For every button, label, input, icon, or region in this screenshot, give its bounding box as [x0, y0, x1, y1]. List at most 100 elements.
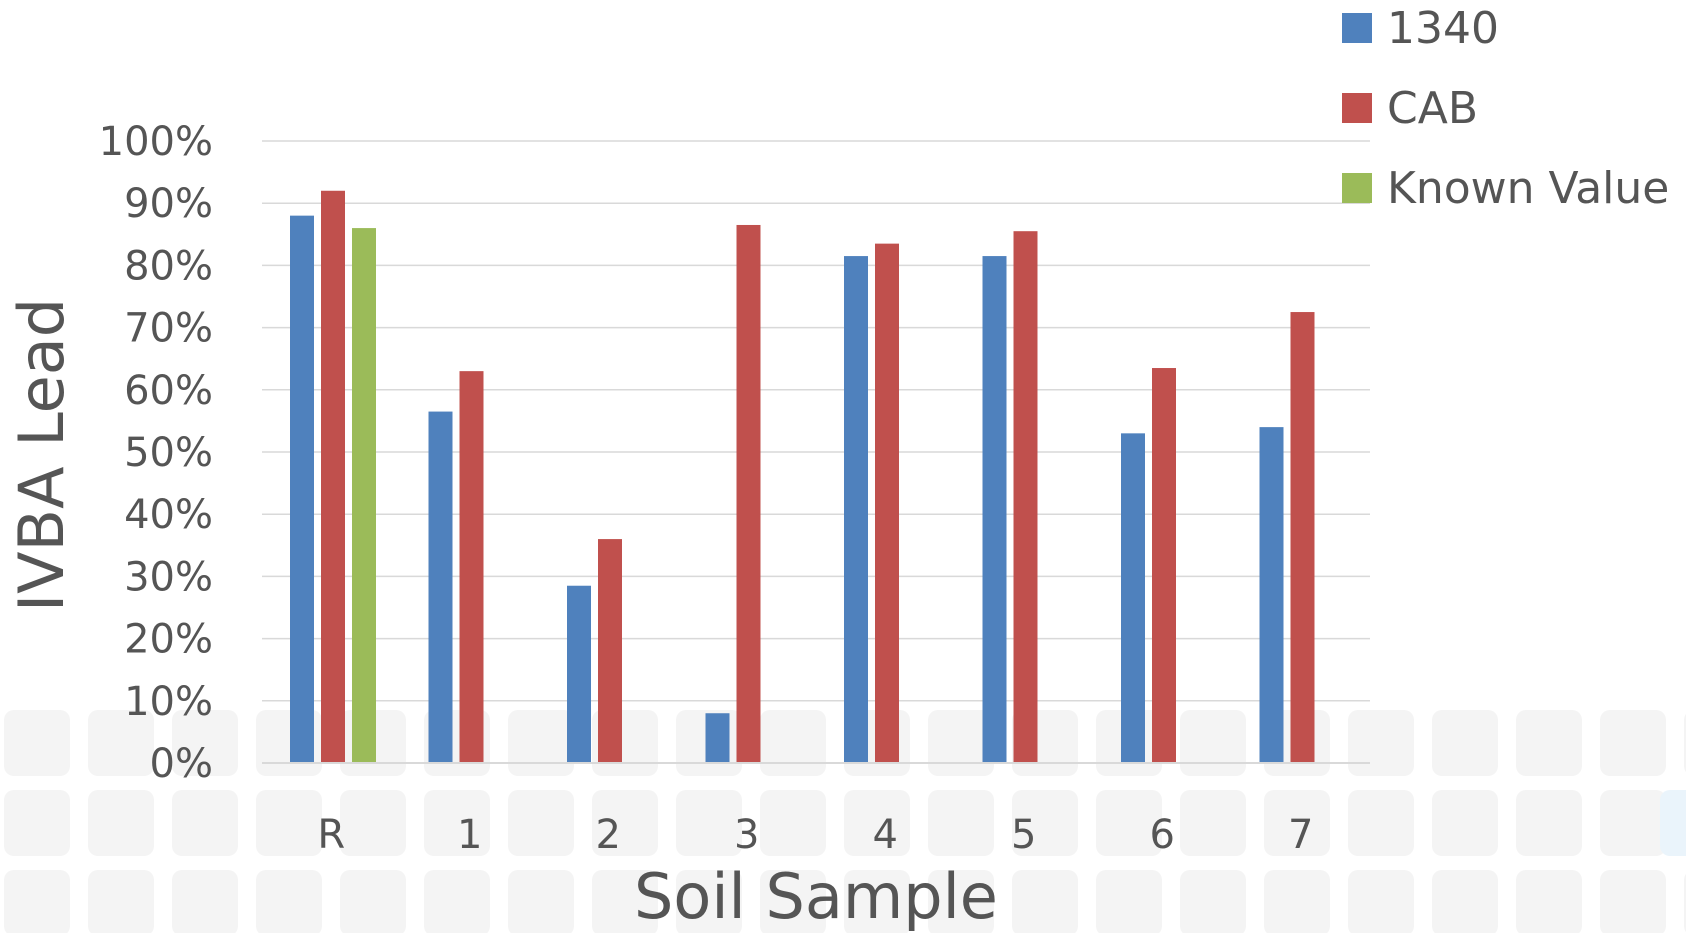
x-axis-ticks: R 1 2 3 4 5 6 7 — [317, 812, 1313, 858]
background-tile — [1516, 710, 1582, 776]
background-tile — [256, 870, 322, 933]
background-tile — [424, 790, 490, 856]
background-tile — [1348, 710, 1414, 776]
y-tick-label: 40% — [124, 492, 213, 538]
legend-label: CAB — [1387, 83, 1478, 134]
background-tile — [1096, 870, 1162, 933]
legend-label: 1340 — [1387, 3, 1499, 54]
bars — [290, 190, 1315, 764]
bar — [459, 371, 484, 763]
background-tile — [88, 870, 154, 933]
bar — [705, 713, 730, 763]
y-tick-label: 80% — [124, 243, 213, 289]
x-tick-label: 1 — [457, 812, 482, 858]
y-tick-label: 0% — [150, 741, 213, 787]
background-tile — [676, 790, 742, 856]
bar — [736, 224, 761, 764]
background-tile — [4, 870, 70, 933]
background-tile — [1180, 710, 1246, 776]
bar — [1121, 433, 1145, 763]
background-tile — [844, 870, 910, 933]
background-tile — [1600, 710, 1666, 776]
background-tile — [1180, 790, 1246, 856]
background-tile — [1660, 790, 1686, 856]
x-tick-label: 4 — [873, 812, 898, 858]
background-tile — [928, 790, 994, 856]
y-tick-label: 10% — [124, 679, 213, 725]
bar — [567, 585, 591, 763]
bar — [875, 243, 899, 763]
background-tile — [928, 870, 994, 933]
background-tile — [844, 790, 910, 856]
background-tile — [1264, 870, 1330, 933]
background-tile — [1348, 790, 1414, 856]
x-tick-label: 3 — [734, 812, 759, 858]
background-tile — [508, 790, 574, 856]
bar — [844, 256, 868, 763]
background-tile — [1012, 870, 1078, 933]
y-tick-label: 70% — [124, 306, 213, 352]
background-tile — [4, 710, 70, 776]
background-tile — [1516, 870, 1582, 933]
bar — [982, 256, 1007, 763]
gridlines — [262, 140, 1370, 702]
background-tile — [1600, 870, 1666, 933]
x-tick-label: 7 — [1288, 812, 1313, 858]
y-tick-label: 30% — [124, 554, 213, 600]
background-tile — [1516, 790, 1582, 856]
legend-swatch — [1342, 93, 1372, 123]
background-tile — [676, 870, 742, 933]
background-tile — [340, 790, 406, 856]
background-tile — [172, 710, 238, 776]
y-axis-ticks: 0% 10% 20% 30% 40% 50% 60% 70% 80% 90% 100% — [99, 119, 213, 787]
legend-swatch — [1342, 173, 1372, 203]
background-tile — [1432, 870, 1498, 933]
x-axis-title: Soil Sample — [634, 860, 998, 933]
background-tile — [1096, 790, 1162, 856]
background-tile — [172, 870, 238, 933]
legend-label: Known Value — [1387, 163, 1669, 214]
y-tick-label: 60% — [124, 368, 213, 414]
background-tile — [1348, 870, 1414, 933]
background-tile — [1432, 790, 1498, 856]
background-tile — [760, 710, 826, 776]
background-tile — [928, 710, 994, 776]
bar — [1290, 312, 1315, 763]
x-tick-label: 5 — [1011, 812, 1036, 858]
bar — [598, 539, 622, 763]
background-tile — [424, 870, 490, 933]
background-tile — [1012, 790, 1078, 856]
background-tile — [760, 870, 826, 933]
background-tile — [88, 710, 154, 776]
background-tile — [508, 710, 574, 776]
background-tile — [592, 790, 658, 856]
bar — [352, 228, 376, 763]
y-tick-label: 90% — [124, 181, 213, 227]
background-tile — [256, 790, 322, 856]
background-tile — [592, 870, 658, 933]
background-tile — [1600, 790, 1666, 856]
bar — [321, 190, 345, 763]
y-tick-label: 20% — [124, 617, 213, 663]
y-tick-label: 100% — [99, 119, 213, 165]
x-tick-label: 2 — [596, 812, 621, 858]
y-axis-title: IVBA Lead — [5, 298, 78, 612]
legend-swatch — [1342, 13, 1372, 43]
background-tile — [4, 790, 70, 856]
bar — [428, 411, 453, 763]
background-tile — [1264, 790, 1330, 856]
background-tile — [88, 790, 154, 856]
legend: 1340 CAB Known Value — [1342, 3, 1669, 214]
y-tick-label: 50% — [124, 430, 213, 476]
background-tile — [340, 870, 406, 933]
bar — [1152, 368, 1176, 763]
background-tile — [1432, 710, 1498, 776]
x-tick-label: R — [317, 812, 345, 858]
bar — [1259, 427, 1284, 763]
background-tile — [1180, 870, 1246, 933]
background-tile — [760, 790, 826, 856]
background-tile — [508, 870, 574, 933]
